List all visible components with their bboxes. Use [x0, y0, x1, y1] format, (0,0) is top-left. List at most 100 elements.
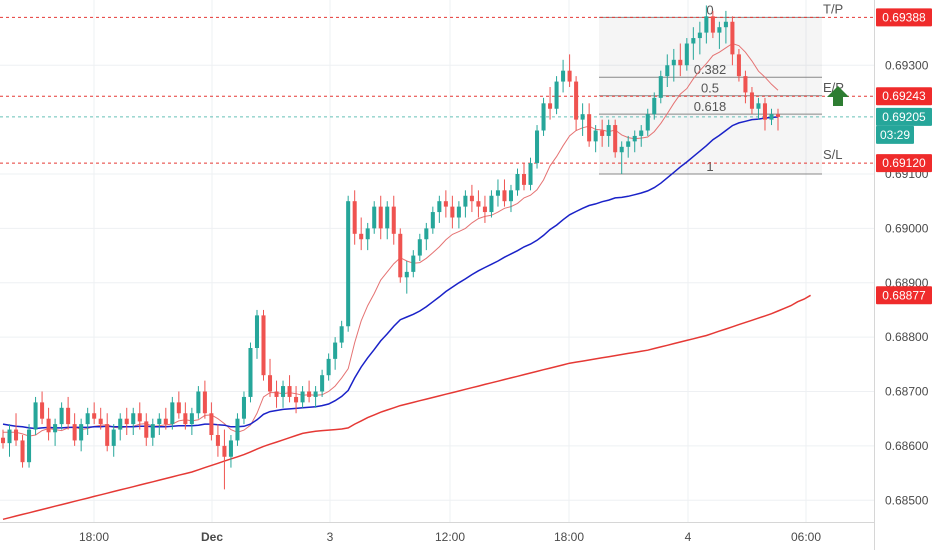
- candle-body: [645, 114, 650, 131]
- candle-body: [228, 440, 233, 457]
- x-tick-label: 06:00: [791, 530, 821, 544]
- candle-body: [489, 195, 494, 213]
- candle-body: [743, 76, 748, 93]
- candle-body: [756, 103, 761, 109]
- y-tick-label: 0.68700: [885, 385, 929, 399]
- candle-body: [111, 429, 116, 446]
- candle-body: [281, 386, 286, 397]
- candle-body: [170, 402, 175, 425]
- fibonacci-retracement[interactable]: 0 0.382 0.5 0.618 1: [599, 2, 822, 175]
- candle-body: [730, 21, 735, 55]
- candle-body: [430, 212, 435, 229]
- candle-body: [521, 174, 527, 185]
- y-tick-label: 0.69000: [885, 221, 929, 235]
- candle-body: [378, 206, 383, 229]
- price-tag-current-bg: [876, 107, 932, 126]
- candle-body: [684, 43, 689, 66]
- candle-body: [398, 233, 403, 278]
- price-tag-ep-bg: [876, 87, 932, 106]
- candle-body: [574, 81, 579, 120]
- candle-body: [14, 429, 19, 441]
- candle-body: [697, 32, 702, 39]
- candle-body: [222, 445, 227, 457]
- candle-body: [554, 81, 559, 109]
- x-tick-label: 3: [327, 530, 334, 544]
- candle-body: [0, 437, 6, 444]
- price-tag-sl: 0.69120: [882, 156, 926, 170]
- candle-body: [72, 424, 77, 441]
- candle-body: [600, 130, 605, 136]
- candle-body: [691, 38, 696, 44]
- countdown-tag-bg: [876, 125, 914, 144]
- candle-body: [424, 228, 429, 240]
- candle-body: [339, 326, 344, 343]
- candle-body: [561, 70, 566, 82]
- candle-body: [587, 114, 592, 142]
- candle-body: [287, 386, 292, 397]
- candle-body: [320, 375, 325, 392]
- candle-body: [469, 195, 474, 202]
- candle-body: [92, 413, 97, 419]
- candle-body: [66, 407, 71, 425]
- candle-body: [183, 413, 188, 425]
- candle-body: [385, 206, 390, 229]
- candle-body: [580, 114, 585, 120]
- x-tick-label: 18:00: [554, 530, 584, 544]
- candle-body: [163, 418, 168, 425]
- candle-body: [619, 146, 624, 153]
- candle-body: [150, 424, 155, 438]
- candle-body: [7, 429, 12, 444]
- candle-body: [27, 429, 32, 463]
- up-arrow-icon: [827, 86, 849, 106]
- moving-averages: [2, 42, 811, 521]
- y-tick-label: 0.68900: [885, 276, 929, 290]
- candle-body: [267, 375, 273, 392]
- price-axis[interactable]: 0.693000.691000.690000.689000.688000.687…: [874, 0, 932, 550]
- candle-body: [235, 418, 240, 441]
- time-axis-bg: [0, 522, 874, 550]
- candle-body: [541, 103, 546, 131]
- candle-body: [417, 239, 422, 256]
- fib-level-label: 0.5: [701, 81, 719, 96]
- candle-body: [437, 201, 442, 213]
- candle-body: [391, 206, 396, 234]
- candle-body: [456, 206, 461, 218]
- x-tick-label: Dec: [201, 530, 223, 544]
- candle-body: [98, 418, 103, 425]
- price-tag-ema-bg: [876, 286, 932, 305]
- candle-body: [678, 59, 683, 66]
- candle-body: [508, 190, 514, 202]
- horizontal-levels[interactable]: T/PE/PS/L: [0, 1, 874, 164]
- candle-body: [124, 418, 129, 425]
- candle-body: [144, 421, 149, 438]
- x-tick-label: 18:00: [79, 530, 109, 544]
- candle-body: [300, 391, 305, 403]
- candle-body: [313, 391, 318, 397]
- candle-body: [105, 424, 110, 446]
- candle-body: [495, 190, 500, 196]
- candle-body: [359, 233, 364, 240]
- candle-body: [775, 114, 781, 117]
- candle-body: [33, 402, 38, 430]
- price-tag-ep: 0.69243: [882, 89, 926, 103]
- candle-body: [769, 114, 774, 120]
- fib-level-label: 0.618: [694, 99, 727, 114]
- time-axis[interactable]: 18:00 Dec 3 12:00 18:00 4 06:00: [0, 522, 874, 550]
- candle-body: [352, 201, 357, 234]
- y-tick-label: 0.68800: [885, 330, 929, 344]
- x-tick-label: 4: [685, 530, 692, 544]
- candle-body: [749, 92, 754, 109]
- candle-body: [254, 315, 260, 348]
- candle-body: [53, 424, 58, 433]
- candle-body: [736, 54, 741, 77]
- candle-body: [137, 413, 142, 422]
- candle-body: [567, 70, 572, 82]
- candle-body: [443, 201, 448, 207]
- candle-body: [548, 103, 553, 109]
- candle-body: [404, 271, 409, 278]
- y-tick-label: 0.68600: [885, 439, 929, 453]
- y-tick-label: 0.69300: [885, 58, 929, 72]
- candle-body: [606, 125, 611, 136]
- candle-body: [710, 16, 715, 33]
